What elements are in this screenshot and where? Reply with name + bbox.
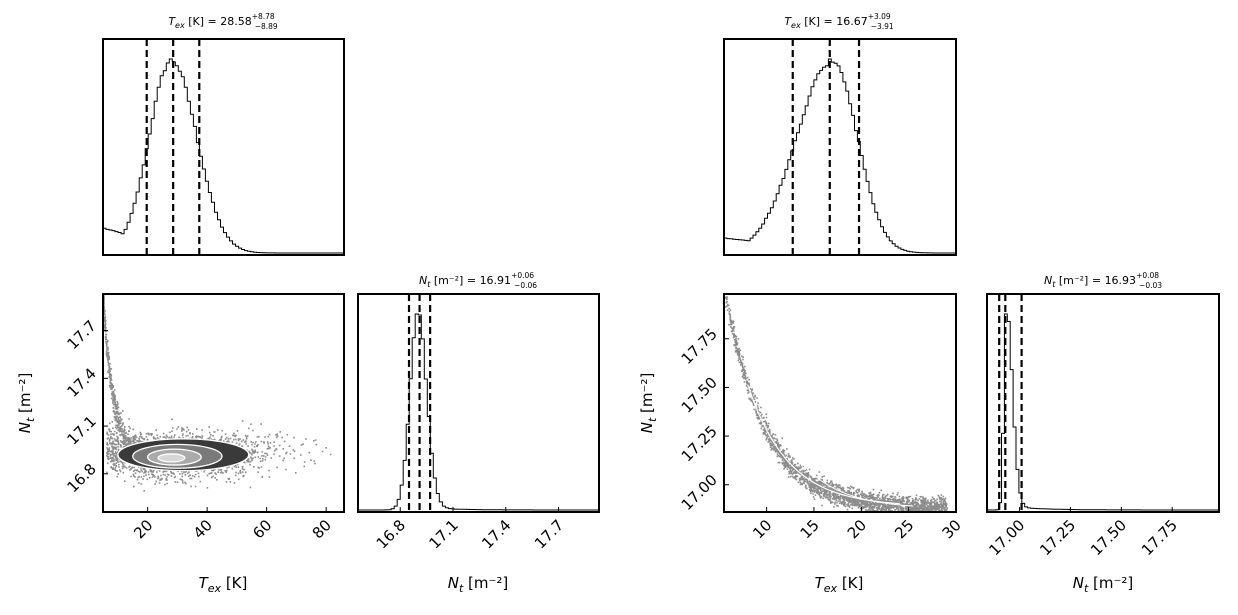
- tex-histogram-right-title: Tex [K] = 16.67+3.09 −3.91: [784, 12, 894, 31]
- right-nt-hist-frame: [986, 293, 1220, 513]
- right-scatter-xtick-label: 30: [939, 516, 965, 542]
- nt-histogram-right-xlabel: Nt [m⁻²]: [1073, 574, 1134, 595]
- right-scatter-xtick-label: 15: [797, 516, 823, 542]
- nt-histogram-right-title: Nt [m⁻²] = 16.93+0.08 −0.03: [1044, 271, 1162, 290]
- right-scatter-xtick-label: 20: [844, 516, 870, 542]
- right-nt-hist-xtick-label: 17.00: [985, 516, 1028, 559]
- right-tex-hist-step-line: [723, 58, 956, 254]
- left-nt-hist-xtick-label: 17.7: [531, 516, 567, 552]
- right-scatter-ytick-label: 17.00: [678, 471, 721, 514]
- left-nt-hist-frame: [357, 293, 600, 513]
- left-scatter-ytick-label: 17.1: [63, 412, 99, 448]
- scatter-panel-right: Tex [K] Nt [m⁻²] 10 15 20 25 30 17.00 17.25 17.…: [638, 293, 965, 595]
- corner-plot-right: Tex [K] = 16.67+3.09 −3.91 Nt [m⁻²] = 16.…: [638, 12, 1220, 595]
- right-nt-hist-xtick-label: 17.50: [1087, 516, 1130, 559]
- scatter-panel-left: Tex [K] Nt [m⁻²] 20 40 60 80 16.8 17.1 17.4 17.…: [16, 293, 345, 595]
- tex-histogram-left: Tex [K] = 28.58+8.78 −8.89: [102, 12, 345, 256]
- left-scatter-ytick-label: 16.8: [63, 460, 99, 496]
- left-tex-hist-frame: [102, 38, 345, 256]
- left-scatter-scatter-cloud: [103, 294, 332, 492]
- left-nt-hist-xtick-label: 17.1: [425, 516, 461, 552]
- left-scatter-xtick-label: 60: [249, 516, 275, 542]
- left-tex-hist-step-line: [102, 58, 344, 254]
- nt-histogram-right: Nt [m⁻²] = 16.93+0.08 −0.03 Nt [m⁻²] 17.0…: [985, 271, 1220, 595]
- left-scatter-contour-4: [157, 453, 186, 463]
- nt-histogram-left-title: Nt [m⁻²] = 16.91+0.06 −0.06: [419, 271, 537, 290]
- scatter-right-xlabel: Tex [K]: [815, 574, 864, 595]
- right-tex-hist-frame: [723, 38, 957, 256]
- scatter-left-xlabel: Tex [K]: [199, 574, 248, 595]
- right-scatter-scatter-cloud: [724, 294, 949, 512]
- right-scatter-xtick-label: 25: [891, 516, 917, 542]
- left-scatter-frame: [102, 293, 345, 513]
- right-scatter-frame: [723, 293, 957, 513]
- right-nt-hist-xtick-label: 17.25: [1036, 516, 1079, 559]
- left-scatter-points: [103, 294, 332, 492]
- nt-histogram-left: Nt [m⁻²] = 16.91+0.06 −0.06 Nt [m⁻²] 16.8…: [357, 271, 600, 595]
- left-nt-hist-step-line: [358, 313, 599, 511]
- left-scatter-xtick-label: 40: [190, 516, 216, 542]
- left-scatter-xtick-label: 80: [309, 516, 335, 542]
- left-scatter-ytick-label: 17.7: [63, 317, 99, 353]
- left-nt-hist-xtick-label: 16.8: [373, 516, 409, 552]
- right-scatter-ytick-label: 17.75: [678, 325, 721, 368]
- tex-histogram-left-title: Tex [K] = 28.58+8.78 −8.89: [168, 12, 278, 31]
- left-nt-hist-xtick-label: 17.4: [478, 516, 514, 552]
- right-scatter-ytick-label: 17.25: [678, 422, 721, 465]
- right-nt-hist-step-line: [987, 313, 1219, 511]
- right-nt-hist-xtick-label: 17.75: [1138, 516, 1181, 559]
- left-scatter-ytick-label: 17.4: [63, 364, 99, 400]
- left-scatter-xtick-label: 20: [130, 516, 156, 542]
- right-scatter-xtick-label: 10: [749, 516, 775, 542]
- nt-histogram-left-xlabel: Nt [m⁻²]: [448, 574, 509, 595]
- scatter-left-ylabel: Nt [m⁻²]: [16, 373, 37, 434]
- right-scatter-contour-2: [761, 387, 914, 507]
- scatter-right-ylabel: Nt [m⁻²]: [638, 373, 659, 434]
- tex-histogram-right: Tex [K] = 16.67+3.09 −3.91: [723, 12, 957, 256]
- right-scatter-ytick-label: 17.50: [678, 374, 721, 417]
- corner-plot-left: Tex [K] = 28.58+8.78 −8.89 Nt [m⁻²] = 16.…: [16, 12, 600, 595]
- right-scatter-points: [724, 294, 949, 512]
